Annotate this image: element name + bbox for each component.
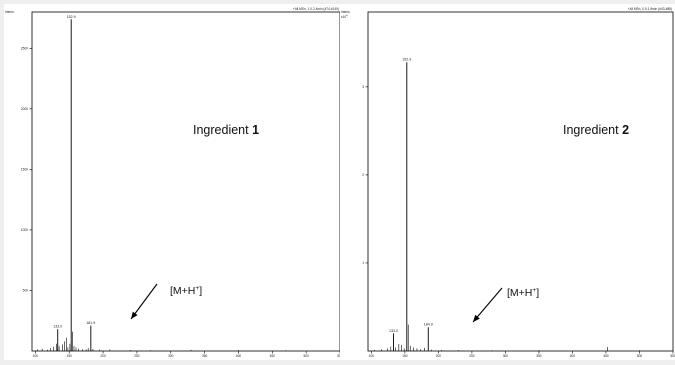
panel-background [4, 4, 342, 360]
arrow-shaft [130, 283, 158, 320]
y-axis-title: Intens. [341, 10, 351, 14]
x-tick-label: 500 [637, 354, 643, 358]
x-tick-label: 150 [402, 354, 408, 358]
arrow-shaft [472, 287, 503, 323]
y-tick-label: 2000 [21, 107, 28, 111]
x-tick-label: 250 [469, 354, 475, 358]
x-tick-label: 100 [33, 354, 39, 358]
x-tick-label: 200 [436, 354, 442, 358]
peak-label: 152.9 [67, 15, 76, 19]
y-tick-label: 3 [362, 85, 364, 89]
y-tick-label: 1000 [21, 228, 28, 232]
x-tick-label: 200 [100, 354, 106, 358]
molecular-ion-label: [M+H+] [507, 287, 539, 299]
spectrum-panel-2: Intens.x104 +All MSn, 0.9-1.9min (#43-#88… [340, 4, 675, 360]
x-tick-label: 350 [536, 354, 542, 358]
spectrum-header: +All MSn, 1.0-2.4min (#74-#140) [293, 7, 339, 11]
arrow-head [131, 311, 138, 319]
peak-label: 184.9 [424, 323, 433, 327]
y-axis-title: Intens. [5, 10, 15, 14]
x-tick-label: 550 [670, 354, 675, 358]
x-tick-label: 500 [303, 354, 309, 358]
y-tick-label: 2500 [21, 47, 28, 51]
ingredient-label: Ingredient 1 [193, 123, 259, 137]
panel-background [340, 4, 675, 360]
x-tick-label: 350 [202, 354, 208, 358]
peak-label: 181.9 [86, 321, 95, 325]
arrow-head [473, 314, 480, 322]
y-axis-exponent: x104 [341, 14, 348, 19]
x-tick-label: 450 [603, 354, 609, 358]
y-tick-label: 2 [362, 173, 364, 177]
y-tick-label: 1500 [21, 168, 28, 172]
spectrum-panel-1: Intens. +All MSn, 1.0-2.4min (#74-#140) 50… [4, 4, 343, 360]
y-tick-label: 1 [362, 261, 364, 265]
ingredient-label: Ingredient 2 [563, 123, 629, 137]
x-tick-label: 400 [236, 354, 242, 358]
x-tick-label: 300 [168, 354, 174, 358]
molecular-ion-label: [M+H+] [170, 285, 202, 297]
x-tick-label: 300 [503, 354, 509, 358]
plot-frame [367, 11, 674, 352]
peak-label: 133.0 [389, 329, 398, 333]
x-tick-label: 450 [270, 354, 276, 358]
peak-label: 152.9 [402, 58, 411, 62]
x-tick-label: 100 [369, 354, 375, 358]
spectrum-header: +All MSn, 0.9-1.9min (#43-#88) [628, 7, 672, 11]
x-tick-label: 150 [67, 354, 73, 358]
ingredient-number: 2 [622, 123, 629, 137]
peak-label: 133.0 [53, 325, 62, 329]
y-tick-label: 500 [23, 289, 29, 293]
x-tick-label: 400 [570, 354, 576, 358]
ingredient-number: 1 [252, 123, 259, 137]
x-tick-label: 250 [134, 354, 140, 358]
